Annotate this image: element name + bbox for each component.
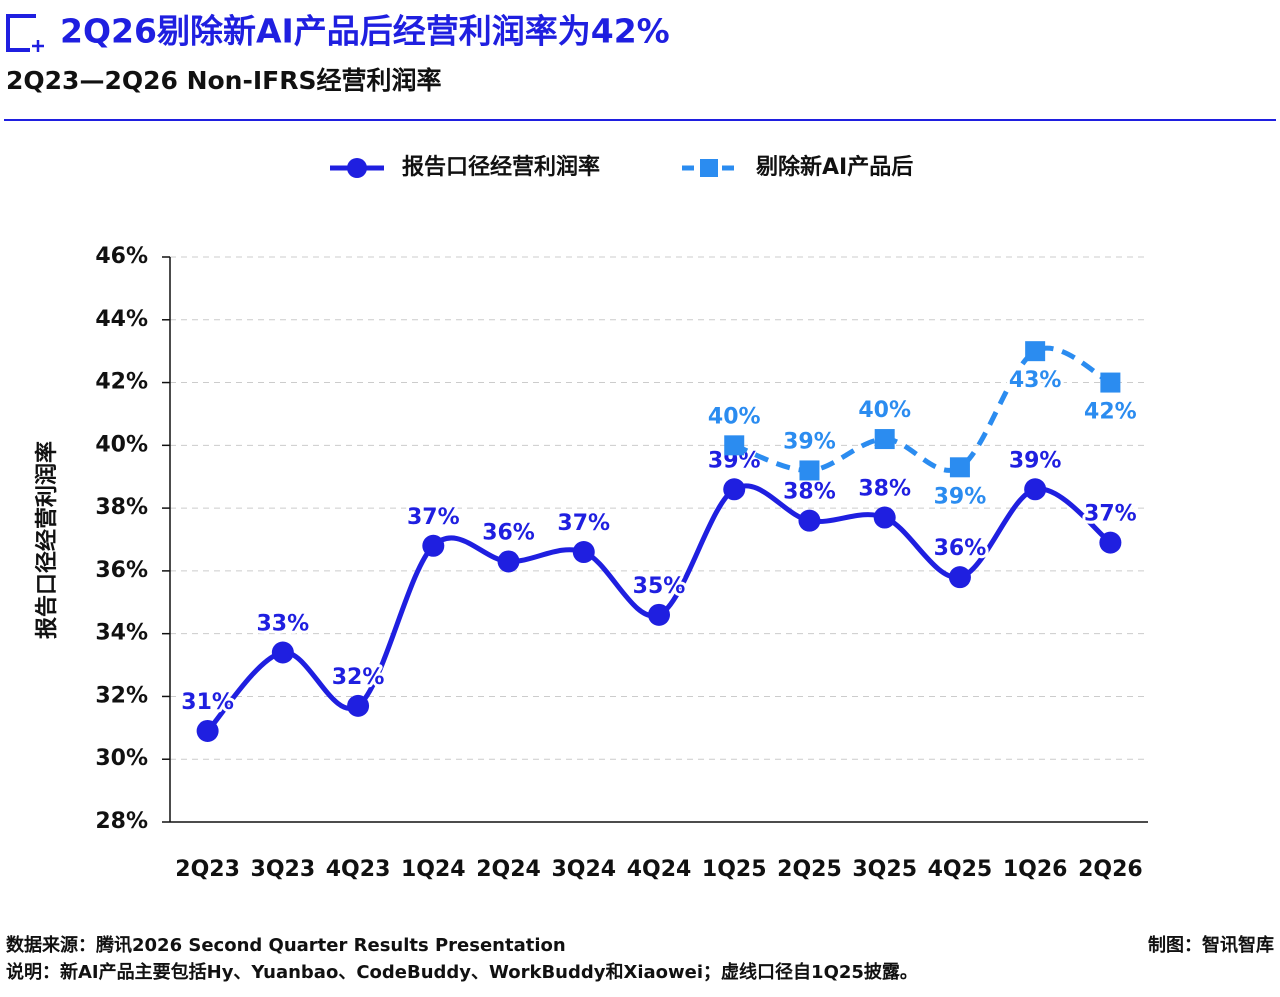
legend-label: 剔除新AI产品后 (755, 154, 913, 180)
point (572, 541, 595, 564)
x-tick-label: 4Q25 (928, 857, 993, 882)
point (798, 509, 821, 532)
point (1100, 372, 1121, 393)
x-tick-label: 3Q24 (551, 857, 616, 882)
value-label: 43% (1009, 368, 1062, 393)
point (724, 435, 745, 456)
point (949, 457, 970, 478)
point (799, 460, 820, 481)
value-label: 33% (257, 612, 310, 637)
value-label: 40% (858, 398, 911, 423)
point (948, 566, 971, 589)
value-label: 39% (1009, 448, 1062, 473)
point (271, 641, 294, 664)
value-label: 38% (783, 480, 836, 505)
point (1025, 341, 1046, 362)
point (874, 429, 895, 450)
legend-marker (347, 158, 367, 178)
value-label: 37% (1084, 502, 1137, 527)
value-label: 37% (557, 511, 610, 536)
value-label: 37% (407, 505, 460, 530)
credit: 制图：智讯智库 (1148, 934, 1274, 956)
y-tick-label: 36% (95, 558, 148, 583)
x-tick-label: 2Q25 (777, 857, 842, 882)
point (723, 478, 746, 501)
value-label: 39% (934, 484, 987, 509)
point (196, 719, 219, 742)
source: 数据来源：腾讯2026 Second Quarter Results Prese… (6, 934, 566, 956)
legend: 报告口径经营利润率 剔除新AI产品后 (330, 154, 913, 180)
y-tick-label: 38% (95, 495, 148, 520)
x-tick-label: 3Q23 (251, 857, 316, 882)
x-tick-label: 1Q25 (702, 857, 767, 882)
point (497, 550, 520, 573)
x-tick-label: 4Q24 (627, 857, 692, 882)
y-tick-label: 30% (95, 746, 148, 771)
y-tick-label: 34% (95, 621, 148, 646)
value-label: 31% (181, 690, 234, 715)
x-tick-label: 2Q24 (476, 857, 541, 882)
chart-subtitle: 2Q23—2Q26 Non-IFRS经营利润率 (6, 66, 442, 95)
point (347, 694, 370, 717)
value-label: 39% (783, 429, 836, 454)
y-axis-label: 报告口径经营利润率 (34, 441, 60, 639)
x-tick-label: 3Q25 (852, 857, 917, 882)
chart-title: 2Q26剔除新AI产品后经营利润率为42% (60, 12, 670, 51)
y-tick-label: 46% (95, 244, 148, 269)
legend-marker (700, 159, 718, 177)
legend-label: 报告口径经营利润率 (402, 154, 600, 180)
y-tick-label: 28% (95, 809, 148, 834)
value-label: 38% (858, 477, 911, 502)
x-tick-label: 4Q23 (326, 857, 391, 882)
logo (6, 14, 44, 52)
x-tick-label: 1Q24 (401, 857, 466, 882)
value-label: 36% (934, 536, 987, 561)
value-label: 40% (708, 404, 761, 429)
point (648, 603, 670, 626)
x-tick-label: 2Q23 (175, 857, 240, 882)
y-tick-label: 44% (95, 307, 148, 332)
y-tick-label: 42% (95, 370, 148, 395)
point (1099, 531, 1122, 554)
point (422, 534, 445, 557)
x-tick-label: 2Q26 (1078, 857, 1143, 882)
value-label: 42% (1084, 400, 1137, 425)
point (873, 506, 896, 529)
note: 说明：新AI产品主要包括Hy、Yuanbao、CodeBuddy、WorkBud… (6, 961, 918, 983)
point (1024, 478, 1047, 501)
value-label: 35% (633, 574, 686, 599)
y-tick-label: 40% (95, 432, 148, 457)
value-label: 32% (332, 665, 385, 690)
value-label: 36% (482, 520, 535, 545)
y-tick-label: 32% (95, 683, 148, 708)
x-tick-label: 1Q26 (1003, 857, 1068, 882)
